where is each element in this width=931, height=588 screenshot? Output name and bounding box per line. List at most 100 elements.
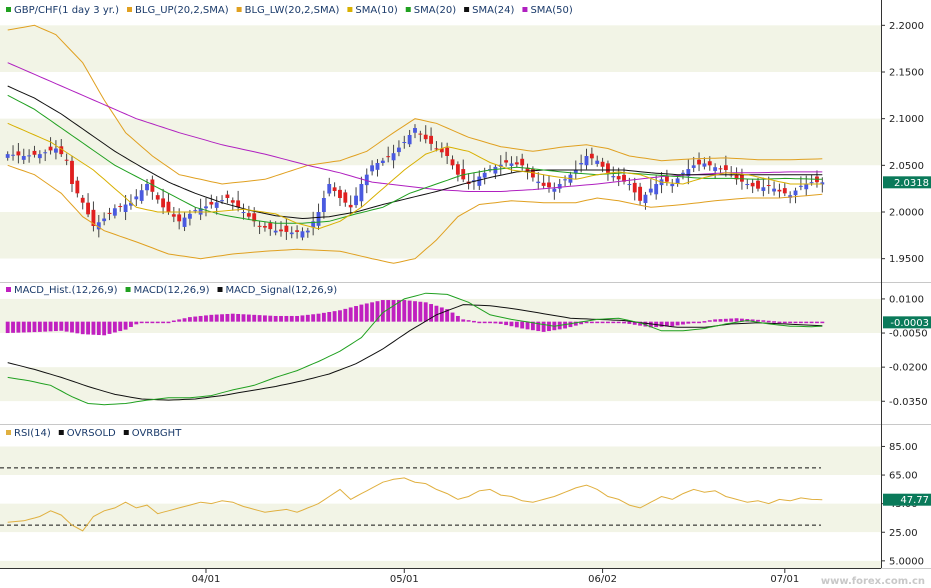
sma20-line [7, 94, 823, 224]
macd-hist-bar [16, 321, 21, 333]
macd-hist-bar [59, 321, 64, 331]
macd-hist-bar [761, 320, 766, 322]
macd-hist-bar [638, 321, 643, 326]
macd-hist-bar [579, 321, 584, 325]
legend-swatch [217, 287, 223, 292]
candle-down [718, 168, 723, 170]
macd-hist-bar [643, 321, 648, 327]
y-tick-label: 65.00 [889, 471, 918, 482]
macd-hist-bar [568, 321, 573, 328]
band [0, 25, 881, 72]
rsi-panel [0, 467, 823, 532]
legend-label: MACD(12,26,9) [134, 285, 210, 296]
candle-up [53, 148, 58, 153]
candle-down [236, 200, 241, 208]
last-value-tag [883, 176, 931, 189]
macd-hist-bar [75, 321, 80, 334]
candle-up [713, 167, 718, 171]
candle-down [225, 194, 230, 198]
candle-up [43, 152, 48, 154]
macd-line [7, 292, 823, 406]
macd-hist-bar [118, 321, 123, 332]
legend-label: GBP/CHF(1 day 3 yr.) [14, 5, 119, 16]
candle-up [305, 230, 310, 233]
macd-hist-bar [37, 321, 42, 332]
candle-down [723, 165, 728, 170]
macd-hist-bar [354, 306, 358, 322]
candle-down [434, 148, 439, 150]
legend-swatch [405, 7, 411, 12]
macd-hist-bar [5, 321, 10, 334]
macd-hist-bar [289, 315, 294, 322]
macd-hist-bar [477, 321, 482, 324]
candle-up [552, 188, 557, 192]
macd-hist-bar [53, 321, 58, 332]
candle-down [739, 174, 744, 182]
candle-down [75, 180, 80, 194]
band [0, 283, 881, 299]
macd-hist-bar [263, 315, 267, 322]
legend-swatch [127, 7, 133, 12]
candle-down [766, 185, 771, 187]
band [0, 475, 881, 504]
macd-hist-bar [236, 313, 241, 322]
macd-hist-bar [514, 321, 519, 328]
legend-label: OVRSOLD [67, 428, 116, 439]
candle-up [509, 163, 514, 166]
macd-hist-bar [622, 321, 626, 324]
legend-swatch [125, 287, 131, 292]
candle-up [557, 184, 562, 189]
legend-label: SMA(10) [355, 5, 397, 16]
legend-label: MACD_Signal(12,26,9) [226, 285, 338, 296]
candle-up [214, 202, 219, 208]
legend-label: BLG_LW(20,2,SMA) [245, 5, 340, 16]
candle-down [707, 161, 712, 166]
macd-hist-bar [273, 315, 278, 322]
candle-up [413, 128, 417, 133]
candle-up [182, 217, 187, 227]
macd-hist-bar [257, 315, 262, 322]
band [0, 72, 881, 119]
macd-hist-bar [204, 315, 208, 322]
candle-down [439, 148, 444, 153]
candle-up [396, 147, 401, 153]
candle-down [606, 163, 610, 173]
macd-hist-bar [429, 304, 434, 322]
macd-hist-bar [627, 321, 632, 324]
macd-hist-bar [734, 318, 739, 322]
macd-hist-bar [230, 313, 235, 322]
macd-hist-bar [102, 321, 107, 336]
candle-up [21, 156, 26, 160]
candle-up [809, 182, 814, 184]
macd-hist-bar [182, 318, 187, 322]
legend-swatch [236, 7, 242, 12]
macd-hist-bar [493, 321, 498, 324]
macd-hist-bar [161, 321, 166, 324]
x-tick-label: 05/01 [390, 574, 419, 585]
candle-down [338, 189, 342, 198]
macd-hist-bar [343, 308, 348, 322]
candle-up [772, 188, 777, 192]
x-tick-label: 04/01 [192, 574, 221, 585]
candle-down [386, 156, 391, 158]
macd-hist-bar [332, 311, 337, 322]
macd-hist-bar [86, 321, 91, 335]
candle-down [343, 192, 348, 203]
macd-hist-bar [198, 315, 203, 322]
band [0, 258, 881, 282]
macd-hist-bar [91, 321, 96, 335]
y-tick-label: 2.1000 [889, 114, 924, 125]
legend-label: SMA(50) [530, 5, 572, 16]
candle-up [375, 163, 380, 170]
macd-hist-bar [155, 321, 160, 324]
macd-hist-bar [659, 321, 664, 327]
candle-down [530, 169, 535, 178]
y-tick-label: 2.1500 [889, 68, 924, 79]
candle-up [193, 210, 198, 212]
background-bands [0, 2, 881, 568]
candle-down [445, 147, 450, 156]
candle-up [482, 172, 487, 178]
y-tick-label: -0.0050 [889, 329, 928, 340]
candle-down [177, 214, 182, 222]
candle-up [788, 195, 793, 198]
